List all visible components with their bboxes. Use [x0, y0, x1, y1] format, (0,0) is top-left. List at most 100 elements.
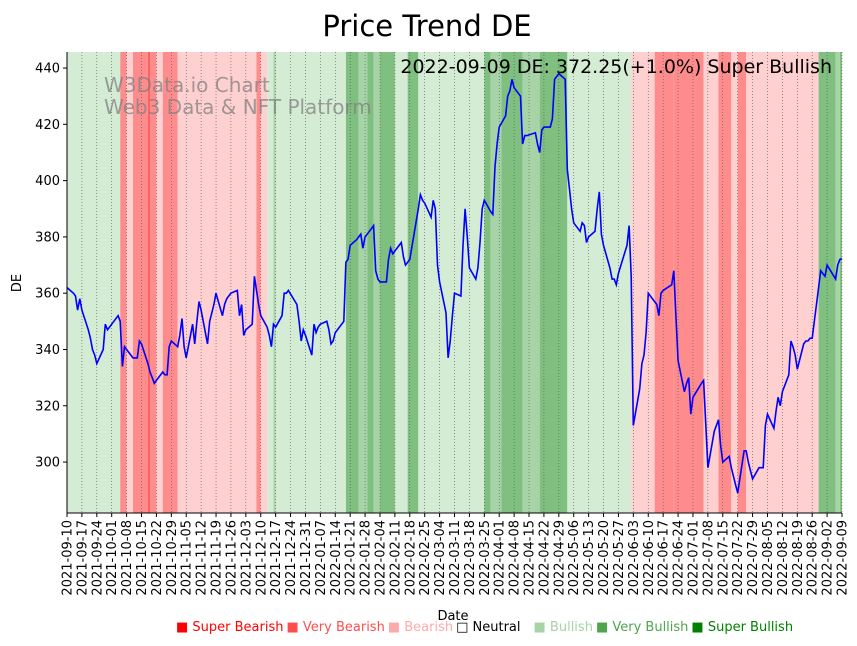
x-tick-label: 2022-04-29 [552, 520, 567, 596]
regime-band-super-bearish [147, 52, 151, 513]
y-axis-label: DE [10, 274, 25, 292]
legend-item-super-bullish: ■ Super Bullish [691, 620, 794, 635]
regime-band-very-bullish [839, 52, 842, 513]
y-ticks: 300 320 340 360 380 400 420 440 [35, 62, 67, 471]
regime-band-bearish-light [126, 52, 134, 513]
x-tick-label: 2022-01-07 [314, 520, 329, 596]
regime-band-very-bearish [150, 52, 157, 513]
regime-band-very-bullish [818, 52, 836, 513]
x-tick-label: 2021-12-03 [239, 520, 254, 596]
legend-item-bullish: ■ Bullish [533, 620, 593, 635]
x-tick-label: 2022-06-10 [642, 520, 657, 596]
x-tick-label: 2022-01-28 [359, 520, 374, 596]
regime-band-very-bearish [162, 52, 178, 513]
regime-band-bullish-light [567, 52, 632, 513]
legend-item-very-bearish: ■ Very Bearish [286, 620, 385, 635]
x-tick-label: 2022-02-11 [388, 520, 403, 596]
y-tick-label: 380 [35, 230, 60, 245]
x-tick-label: 2022-05-20 [597, 520, 612, 596]
regime-band-very-bullish [501, 52, 523, 513]
regime-band-bullish-light [418, 52, 485, 513]
regime-band-bullish [835, 52, 840, 513]
x-tick-label: 2022-02-04 [373, 520, 388, 596]
regime-band-very-bearish [718, 52, 732, 513]
x-tick-label: 2022-04-01 [493, 520, 508, 596]
x-tick-label: 2021-11-12 [195, 520, 210, 596]
watermark: W3Data.io Chart Web3 Data & NFT Platform [104, 73, 372, 119]
regime-band-bullish-light [394, 52, 408, 513]
x-tick-label: 2022-03-18 [463, 520, 478, 596]
x-tick-label: 2022-02-18 [403, 520, 418, 596]
x-tick-label: 2021-11-19 [210, 520, 225, 596]
regime-band-bearish-light [156, 52, 163, 513]
regime-band-very-bullish [345, 52, 359, 513]
x-tick-label: 2022-05-06 [567, 520, 582, 596]
chart-title: Price Trend DE [322, 9, 531, 43]
x-tick-label: 2022-05-27 [612, 520, 627, 596]
x-tick-label: 2022-04-08 [508, 520, 523, 596]
x-tick-label: 2022-01-14 [329, 520, 344, 596]
regime-band-bearish-light [177, 52, 257, 513]
regime-band-bullish [273, 52, 276, 513]
x-tick-label: 2022-03-25 [478, 520, 493, 596]
x-tick-label: 2022-07-01 [686, 520, 701, 596]
regime-band-bullish-light [275, 52, 346, 513]
regime-band-very-bearish [737, 52, 747, 513]
x-tick-label: 2022-06-03 [627, 520, 642, 596]
x-tick-label: 2022-08-05 [761, 520, 776, 596]
legend-item-bearish: ■ Bearish [387, 620, 454, 635]
regime-band-very-bearish [673, 52, 704, 513]
regime-band-bearish-light [631, 52, 655, 513]
x-tick-label: 2021-10-01 [105, 520, 120, 596]
x-tick-label: 2021-09-24 [90, 520, 105, 596]
y-tick-label: 320 [35, 399, 60, 414]
latest-price-annotation: 2022-09-09 DE: 372.25(+1.0%) Super Bulli… [400, 56, 832, 78]
regime-band-bullish [373, 52, 380, 513]
x-tick-label: 2021-12-10 [254, 520, 269, 596]
legend-item-super-bearish: ■ Super Bearish [176, 620, 284, 635]
watermark-line-2: Web3 Data & NFT Platform [104, 95, 372, 119]
y-tick-label: 340 [35, 343, 60, 358]
regime-band-bearish-light [703, 52, 719, 513]
regime-band-bullish-light [67, 52, 121, 513]
legend: ■ Super Bearish ■ Very Bearish ■ Bearish □ … [176, 620, 793, 635]
x-tick-label: 2022-06-17 [657, 520, 672, 596]
regime-band-very-bearish [133, 52, 148, 513]
regime-band-very-bullish [379, 52, 395, 513]
x-tick-label: 2022-09-02 [821, 520, 836, 596]
regime-band-bearish-light [260, 52, 268, 513]
watermark-line-1: W3Data.io Chart [104, 73, 270, 97]
regime-band-bullish [358, 52, 368, 513]
x-tick-label: 2021-10-08 [120, 520, 135, 596]
regime-band-very-bearish [654, 52, 674, 513]
regime-band-very-bearish [120, 52, 127, 513]
x-axis-label: Date [437, 609, 468, 624]
x-tick-label: 2022-07-08 [701, 520, 716, 596]
regime-band-very-bullish [367, 52, 374, 513]
x-tick-label: 2021-09-10 [61, 520, 76, 596]
x-tick-label: 2022-08-12 [776, 520, 791, 596]
x-tick-label: 2022-07-22 [731, 520, 746, 596]
regime-band-very-bullish [407, 52, 419, 513]
x-tick-label: 2021-11-26 [224, 520, 239, 596]
price-line [66, 72, 843, 494]
x-tick-label: 2022-05-13 [582, 520, 597, 596]
x-tick-label: 2022-04-22 [537, 520, 552, 596]
x-tick-label: 2021-09-17 [75, 520, 90, 596]
x-tick-label: 2022-04-15 [523, 520, 538, 596]
x-tick-label: 2022-03-11 [448, 520, 463, 596]
regime-band-very-bullish [484, 52, 491, 513]
x-tick-label: 2021-12-17 [269, 520, 284, 596]
x-tick-label: 2022-01-21 [344, 520, 359, 596]
regime-band-bullish-light [267, 52, 274, 513]
x-tick-label: 2022-06-24 [672, 520, 687, 596]
x-tick-label: 2021-12-24 [284, 520, 299, 596]
regime-band-very-bullish [539, 52, 568, 513]
regime-band-bullish [522, 52, 540, 513]
regime-band-bearish-light [731, 52, 738, 513]
x-tick-label: 2021-12-31 [299, 520, 314, 596]
x-tick-label: 2022-08-19 [791, 520, 806, 596]
y-tick-label: 420 [35, 118, 60, 133]
y-tick-label: 360 [35, 287, 60, 302]
